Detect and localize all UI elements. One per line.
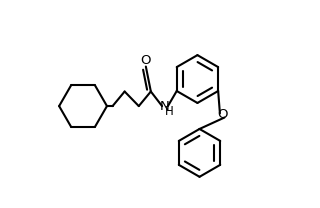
Text: O: O [217, 108, 228, 121]
Text: N: N [160, 100, 170, 113]
Text: H: H [165, 105, 174, 118]
Text: O: O [140, 54, 151, 67]
